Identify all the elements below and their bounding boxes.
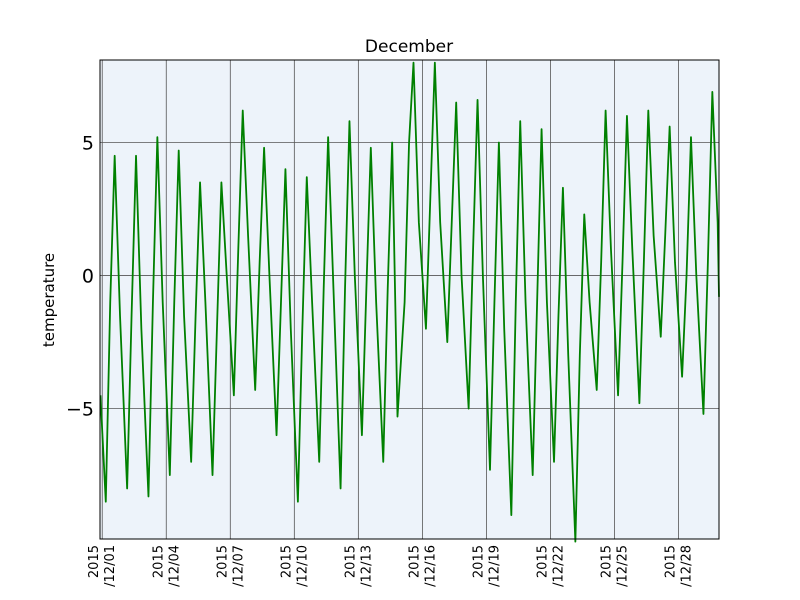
x-tick-label: 2015/12/22 [535,545,566,587]
data-line [99,61,720,543]
x-tick-label: 2015/12/28 [664,545,695,587]
plot-frame [99,59,720,540]
y-tick-label: 0 [82,266,94,288]
x-tick-label: 2015/12/25 [599,545,630,587]
x-tick-label: 2015/12/13 [343,545,374,587]
y-axis-label: temperature [40,253,58,347]
x-tick-label: 2015/12/16 [407,545,438,587]
x-tick-label: 2015/12/07 [215,545,246,587]
x-tick-label: 2015/12/04 [151,545,182,587]
x-tick-label: 2015/12/10 [279,545,310,587]
y-tick-label: 5 [82,132,94,154]
y-tick-label: −5 [66,399,94,421]
chart-title: December [365,37,453,57]
x-tick-label: 2015/12/01 [87,545,118,587]
x-tick-label: 2015/12/19 [471,545,502,587]
